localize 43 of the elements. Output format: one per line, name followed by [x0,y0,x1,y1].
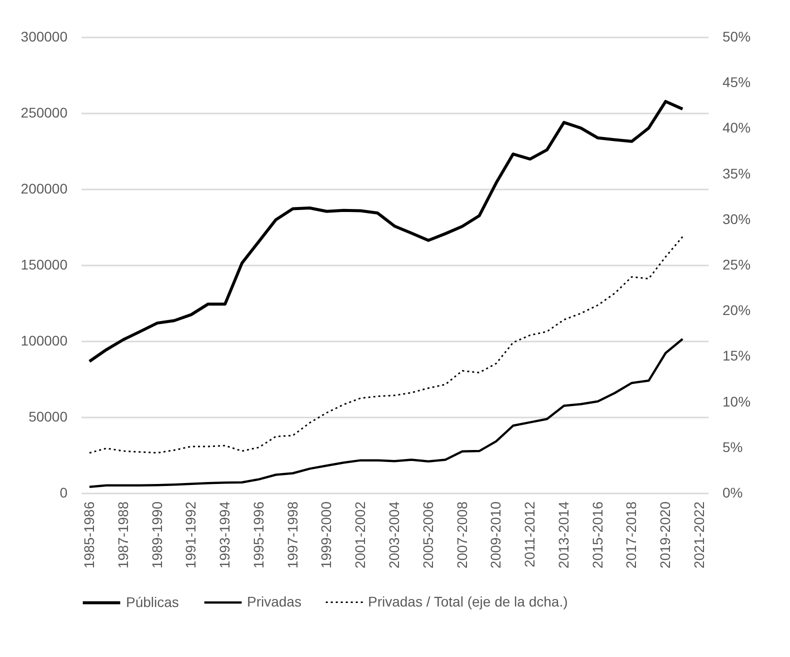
y-tick-label: 0 [60,484,68,500]
x-tick-label: 2021-2022 [691,501,708,568]
line-series [88,338,684,488]
line-series [88,100,684,363]
y-tick-label: 300000 [20,28,68,44]
y2-tick-label: 50% [722,28,751,44]
x-tick-label: 1985-1986 [80,501,97,568]
x-tick-label: 2011-2012 [522,501,538,568]
x-tick-label: 2005-2006 [420,501,436,568]
y2-tick-label: 10% [722,393,751,410]
y2-tick-label: 15% [722,348,751,364]
x-tick-label: 2007-2008 [454,501,470,568]
y2-tick-label: 5% [722,438,743,455]
x-tick-label: 1989-1990 [148,501,165,568]
x-tick-label: 1995-1996 [250,501,266,568]
legend-label: Públicas [126,594,179,610]
x-tick-label: 2015-2016 [589,501,606,568]
legend-label: Privadas [247,594,302,610]
y2-tick-label: 30% [722,210,751,227]
line-series [88,236,684,454]
x-tick-label: 1991-1992 [182,501,199,568]
y-tick-label: 100000 [20,332,68,348]
x-tick-label: 1997-1998 [284,501,300,568]
y2-tick-label: 0% [722,484,743,500]
x-tick-label: 1993-1994 [216,501,233,568]
y2-tick-label: 45% [722,74,751,90]
y2-tick-label: 20% [722,302,751,318]
x-tick-label: 2001-2002 [352,501,368,568]
y-tick-label: 250000 [20,104,68,120]
y2-tick-label: 40% [722,120,751,136]
legend-label: Privadas / Total (eje de la dcha.) [368,593,568,610]
x-tick-label: 1987-1988 [114,501,131,568]
y-tick-label: 50000 [28,408,68,424]
x-tick-label: 2019-2020 [657,501,674,568]
x-tick-label: 2003-2004 [386,501,402,568]
x-tick-label: 2009-2010 [488,501,504,568]
x-tick-label: 2013-2014 [555,501,572,568]
x-tick-label: 2017-2018 [623,501,640,568]
y-tick-label: 200000 [20,180,68,196]
y-tick-label: 150000 [20,256,68,272]
y2-tick-label: 25% [722,256,751,272]
x-tick-label: 1999-2000 [318,501,334,568]
y2-tick-label: 35% [722,165,751,182]
